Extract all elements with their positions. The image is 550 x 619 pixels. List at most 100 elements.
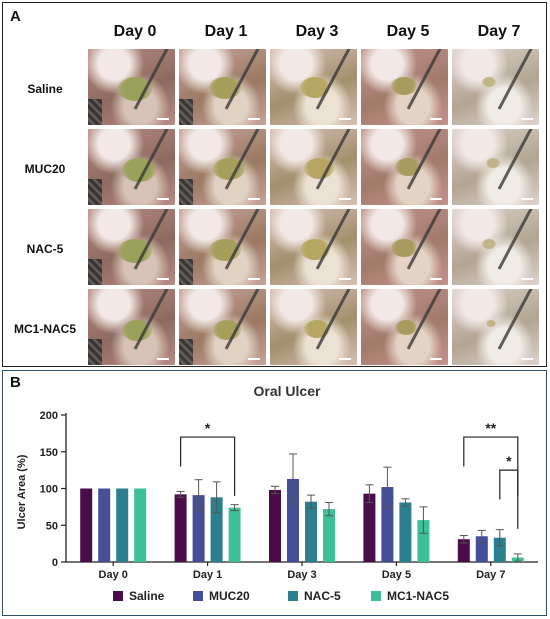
y-axis-label: Ulcer Area (%) (16, 454, 28, 529)
scale-bar (521, 358, 533, 360)
legend-label-nac-5: NAC-5 (304, 589, 341, 603)
scale-bar (157, 198, 169, 200)
photo-saline-day-1 (179, 49, 266, 125)
photo-mc1-nac5-day-5 (361, 289, 448, 365)
bar-muc20-day-3 (287, 478, 299, 562)
bar-nac-5-day-7 (493, 537, 506, 562)
scale-bar (521, 118, 533, 120)
legend-label-mc1-nac5: MC1-NAC5 (387, 589, 449, 603)
column-header-day-7: Day 7 (477, 23, 521, 40)
panel-b: B Oral Ulcer Ulcer Area (%) 0 50 100 150 200… (2, 370, 547, 616)
scale-bar (430, 198, 442, 200)
y-tick-label: 50 (46, 520, 58, 532)
y-tick-label: 100 (40, 484, 58, 496)
y-tick-label: 0 (52, 557, 58, 569)
y-tick-label: 200 (40, 410, 58, 422)
clamp-shape (179, 259, 193, 285)
bar-nac-5-day-5 (399, 502, 412, 562)
significance-label: * (205, 420, 211, 436)
panel-b-label: B (10, 374, 21, 391)
significance-bracket (499, 469, 519, 529)
photo-muc20-day-7 (452, 129, 539, 205)
scale-bar (157, 358, 169, 360)
clamp-shape (179, 339, 193, 365)
clamp-shape (88, 339, 102, 365)
bar-nac-5-day-3 (305, 501, 317, 562)
scale-bar (157, 118, 169, 120)
scale-bar (339, 358, 351, 360)
scale-bar (521, 278, 533, 280)
x-tick-label: Day 0 (99, 569, 128, 581)
legend-swatch-muc20 (193, 591, 203, 601)
lesion-area (486, 320, 496, 327)
scale-bar (248, 198, 260, 200)
bar-nac-5-day-1 (210, 497, 223, 562)
photo-muc20-day-3 (270, 129, 357, 205)
x-tick-label: Day 1 (193, 569, 222, 581)
row-header-mc1-nac5: MC1-NAC5 (13, 322, 76, 336)
scale-bar (248, 118, 260, 120)
scale-bar (430, 118, 442, 120)
photo-saline-day-0 (88, 49, 175, 125)
photo-nac-5-day-5 (361, 209, 448, 285)
legend-swatch-nac-5 (288, 591, 298, 601)
clamp-shape (179, 179, 193, 205)
significance-label: ** (485, 420, 496, 436)
bar-mc1-nac5-day-1 (228, 507, 241, 562)
clamp-shape (88, 179, 102, 205)
photo-mc1-nac5-day-0 (88, 289, 175, 365)
lesion-area (391, 239, 417, 257)
bar-saline-day-7 (457, 539, 470, 562)
clamp-shape (179, 99, 193, 125)
y-tick-label: 150 (40, 447, 58, 459)
scale-bar (521, 198, 533, 200)
row-header-saline: Saline (27, 82, 63, 96)
clamp-shape (88, 259, 102, 285)
bar-muc20-day-0 (98, 488, 111, 562)
clamp-shape (88, 99, 102, 125)
bar-saline-day-0 (80, 488, 93, 562)
bar-muc20-day-7 (475, 536, 488, 562)
photo-nac-5-day-3 (270, 209, 357, 285)
lesion-area (486, 158, 500, 168)
legend-swatch-saline (113, 591, 123, 601)
photo-muc20-day-0 (88, 129, 175, 205)
legend-label-saline: Saline (129, 589, 165, 603)
significance-label: * (506, 453, 512, 469)
x-tick-label: Day 7 (476, 569, 505, 581)
scale-bar (248, 358, 260, 360)
bar-saline-day-5 (363, 493, 376, 562)
bar-mc1-nac5-day-3 (323, 509, 335, 562)
bar-mc1-nac5-day-5 (417, 520, 430, 562)
lesion-area (395, 320, 417, 335)
photo-nac-5-day-0 (88, 209, 175, 285)
bar-saline-day-3 (269, 489, 281, 562)
lesion-area (391, 77, 417, 95)
chart-legend: Saline MUC20 NAC-5 MC1-NAC5 (113, 589, 449, 603)
photo-mc1-nac5-day-1 (179, 289, 266, 365)
scale-bar (339, 118, 351, 120)
scale-bar (430, 278, 442, 280)
row-header-muc20: MUC20 (24, 162, 66, 176)
significance-bracket (463, 436, 519, 496)
photo-muc20-day-5 (361, 129, 448, 205)
chart-title: Oral Ulcer (254, 383, 321, 399)
panel-a: A Day 0 Day 1 Day 3 Day 5 Day 7 Saline M… (2, 2, 547, 367)
scale-bar (339, 198, 351, 200)
scale-bar (430, 358, 442, 360)
bar-mc1-nac5-day-0 (134, 488, 147, 562)
photo-saline-day-3 (270, 49, 357, 125)
scale-bar (248, 278, 260, 280)
photo-saline-day-5 (361, 49, 448, 125)
photo-muc20-day-1 (179, 129, 266, 205)
column-header-day-3: Day 3 (295, 23, 339, 40)
legend-label-muc20: MUC20 (209, 589, 250, 603)
lesion-area (482, 77, 496, 87)
bar-nac-5-day-0 (116, 488, 129, 562)
x-tick-label: Day 5 (382, 569, 411, 581)
scale-bar (157, 278, 169, 280)
scale-bar (339, 278, 351, 280)
bar-saline-day-1 (174, 494, 187, 562)
ulcer-area-bar-chart: Oral Ulcer Ulcer Area (%) 0 50 100 150 200 Da… (16, 383, 538, 603)
column-header-day-0: Day 0 (113, 23, 157, 40)
